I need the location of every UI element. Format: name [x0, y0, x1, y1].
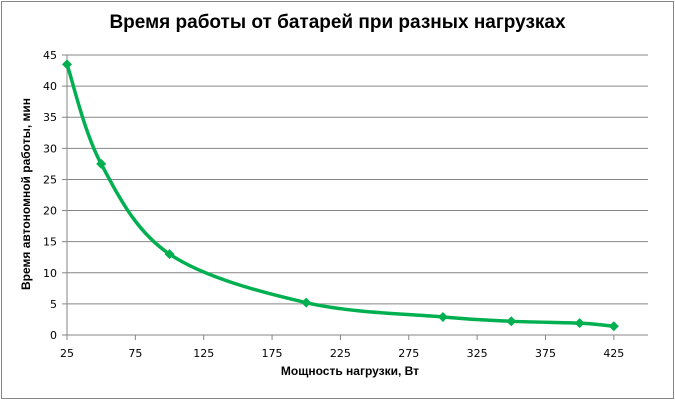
- chart-title: Время работы от батарей при разных нагру…: [109, 12, 566, 33]
- axes: [66, 55, 648, 336]
- y-tick-label: 15: [43, 236, 57, 249]
- x-tick-label: 175: [262, 347, 283, 360]
- x-axis-label: Мощность нагрузки, Вт: [280, 364, 420, 378]
- gridlines: [67, 54, 648, 305]
- diamond-marker: [96, 158, 107, 169]
- data-series-line: [65, 62, 616, 329]
- x-tick-label: 25: [60, 347, 74, 360]
- y-tick-label: 40: [43, 80, 57, 93]
- x-tick-label: 425: [603, 347, 624, 360]
- diamond-marker: [437, 311, 448, 322]
- y-tick-label: 35: [43, 111, 57, 124]
- diamond-marker: [62, 59, 72, 70]
- y-tick-label: 5: [50, 298, 57, 311]
- x-tick-label: 375: [535, 347, 556, 360]
- y-tick-label: 25: [43, 173, 57, 186]
- diamond-marker: [574, 318, 585, 329]
- x-tick-label: 125: [193, 347, 214, 360]
- diamond-marker: [608, 321, 619, 332]
- x-tick-label: 325: [467, 347, 488, 360]
- y-axis-ticks: 0 5 10 15 20 25 30 35 40 45: [43, 49, 67, 342]
- diamond-marker: [164, 249, 175, 260]
- x-tick-label: 275: [398, 347, 419, 360]
- y-tick-label: 45: [43, 49, 57, 62]
- x-tick-label: 225: [330, 347, 351, 360]
- y-tick-label: 30: [43, 142, 57, 155]
- y-tick-label: 10: [43, 267, 57, 280]
- x-axis-ticks: 25 75 125 175 225 275 325 375 425: [60, 335, 624, 360]
- y-tick-label: 0: [50, 329, 57, 342]
- diamond-marker: [506, 316, 517, 327]
- y-tick-label: 20: [43, 205, 57, 218]
- x-tick-label: 75: [128, 347, 142, 360]
- diamond-marker: [301, 297, 312, 308]
- data-markers: [62, 59, 619, 332]
